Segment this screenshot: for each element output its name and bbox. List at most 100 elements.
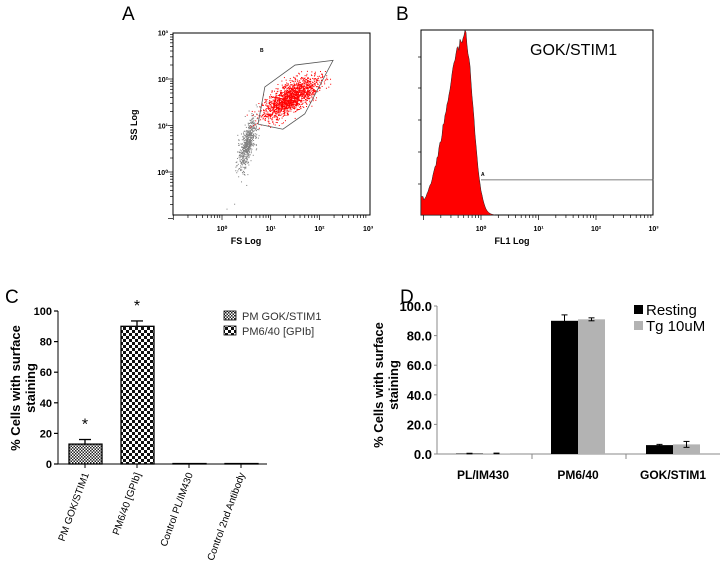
data-point [271,113,273,115]
data-point [252,117,254,119]
data-point [259,106,261,108]
data-point [286,109,288,111]
data-point [291,96,293,98]
data-point [281,84,283,86]
y-tick-label: 80.0 [407,329,432,344]
data-point [287,103,289,105]
data-point [246,143,248,145]
data-point [272,106,274,108]
data-point [244,147,246,149]
data-point [273,100,275,102]
data-point [310,86,312,88]
data-point [281,94,283,96]
data-point [282,106,284,108]
data-point [293,89,295,91]
data-point [276,119,278,121]
data-point [267,107,269,109]
data-point [253,134,255,136]
data-point [264,120,266,122]
bar-tg-10um [578,319,605,454]
data-point [263,114,265,116]
data-point [255,137,257,139]
data-point [290,102,292,104]
data-point [267,106,269,108]
data-point [325,87,327,89]
data-point [292,103,294,105]
data-point [304,82,306,84]
data-point [241,146,243,148]
y-tick-label: 0.0 [414,447,432,462]
data-point [286,91,288,93]
data-point [314,84,316,86]
data-point [249,146,251,148]
data-point [243,130,245,132]
data-point [244,115,246,117]
data-point [302,86,304,88]
data-point [270,94,272,96]
data-point [272,109,274,111]
data-point [306,73,308,75]
data-point [288,106,290,108]
data-point [273,103,275,105]
data-point [281,107,283,109]
data-point [245,140,247,142]
data-point [242,156,244,158]
data-point [296,103,298,105]
data-point [308,85,310,87]
data-point [284,93,286,95]
data-point [275,110,277,112]
data-point [320,77,322,79]
data-point [261,114,263,116]
panel-d-bar-chart: 0.0 20.0 40.0 60.0 80.0 100.0 PL/IM430 PM6/40 GO… [371,299,720,482]
data-point [257,128,259,130]
data-point [289,80,291,82]
data-point [244,148,246,150]
data-point [306,93,308,95]
data-point [287,100,289,102]
data-point [303,96,305,98]
data-point [284,99,286,101]
data-point [311,87,313,89]
data-point [276,117,278,119]
data-point [307,88,309,90]
data-point [318,80,320,82]
data-point [294,91,296,93]
data-point [247,134,249,136]
data-point [250,150,252,152]
data-point [239,151,241,153]
data-point [253,144,255,146]
data-point [288,103,290,105]
data-point [274,104,276,106]
data-point [251,121,253,123]
data-point [278,97,280,99]
data-point [248,132,250,134]
data-point [309,94,311,96]
data-point [313,98,315,100]
data-point [308,98,310,100]
data-point [242,152,244,154]
data-point [249,135,251,137]
data-point [291,103,293,105]
data-point [235,166,237,168]
data-point [285,93,287,95]
x-tick-label: PM GOK/STIM1 [57,471,92,543]
data-point [246,158,248,160]
data-point [242,160,244,162]
data-point [245,154,247,156]
data-point [249,141,251,143]
data-point [252,122,254,124]
data-point [287,110,289,112]
data-point [306,92,308,94]
data-point [279,102,281,104]
data-point [241,166,243,168]
data-point [319,88,321,90]
data-point [252,154,254,156]
data-point [284,106,286,108]
data-point [274,90,276,92]
data-point [302,80,304,82]
data-point [274,109,276,111]
data-point [311,93,313,95]
y-tick-label: 0 [46,459,52,471]
data-point [242,132,244,134]
data-point [252,120,254,122]
